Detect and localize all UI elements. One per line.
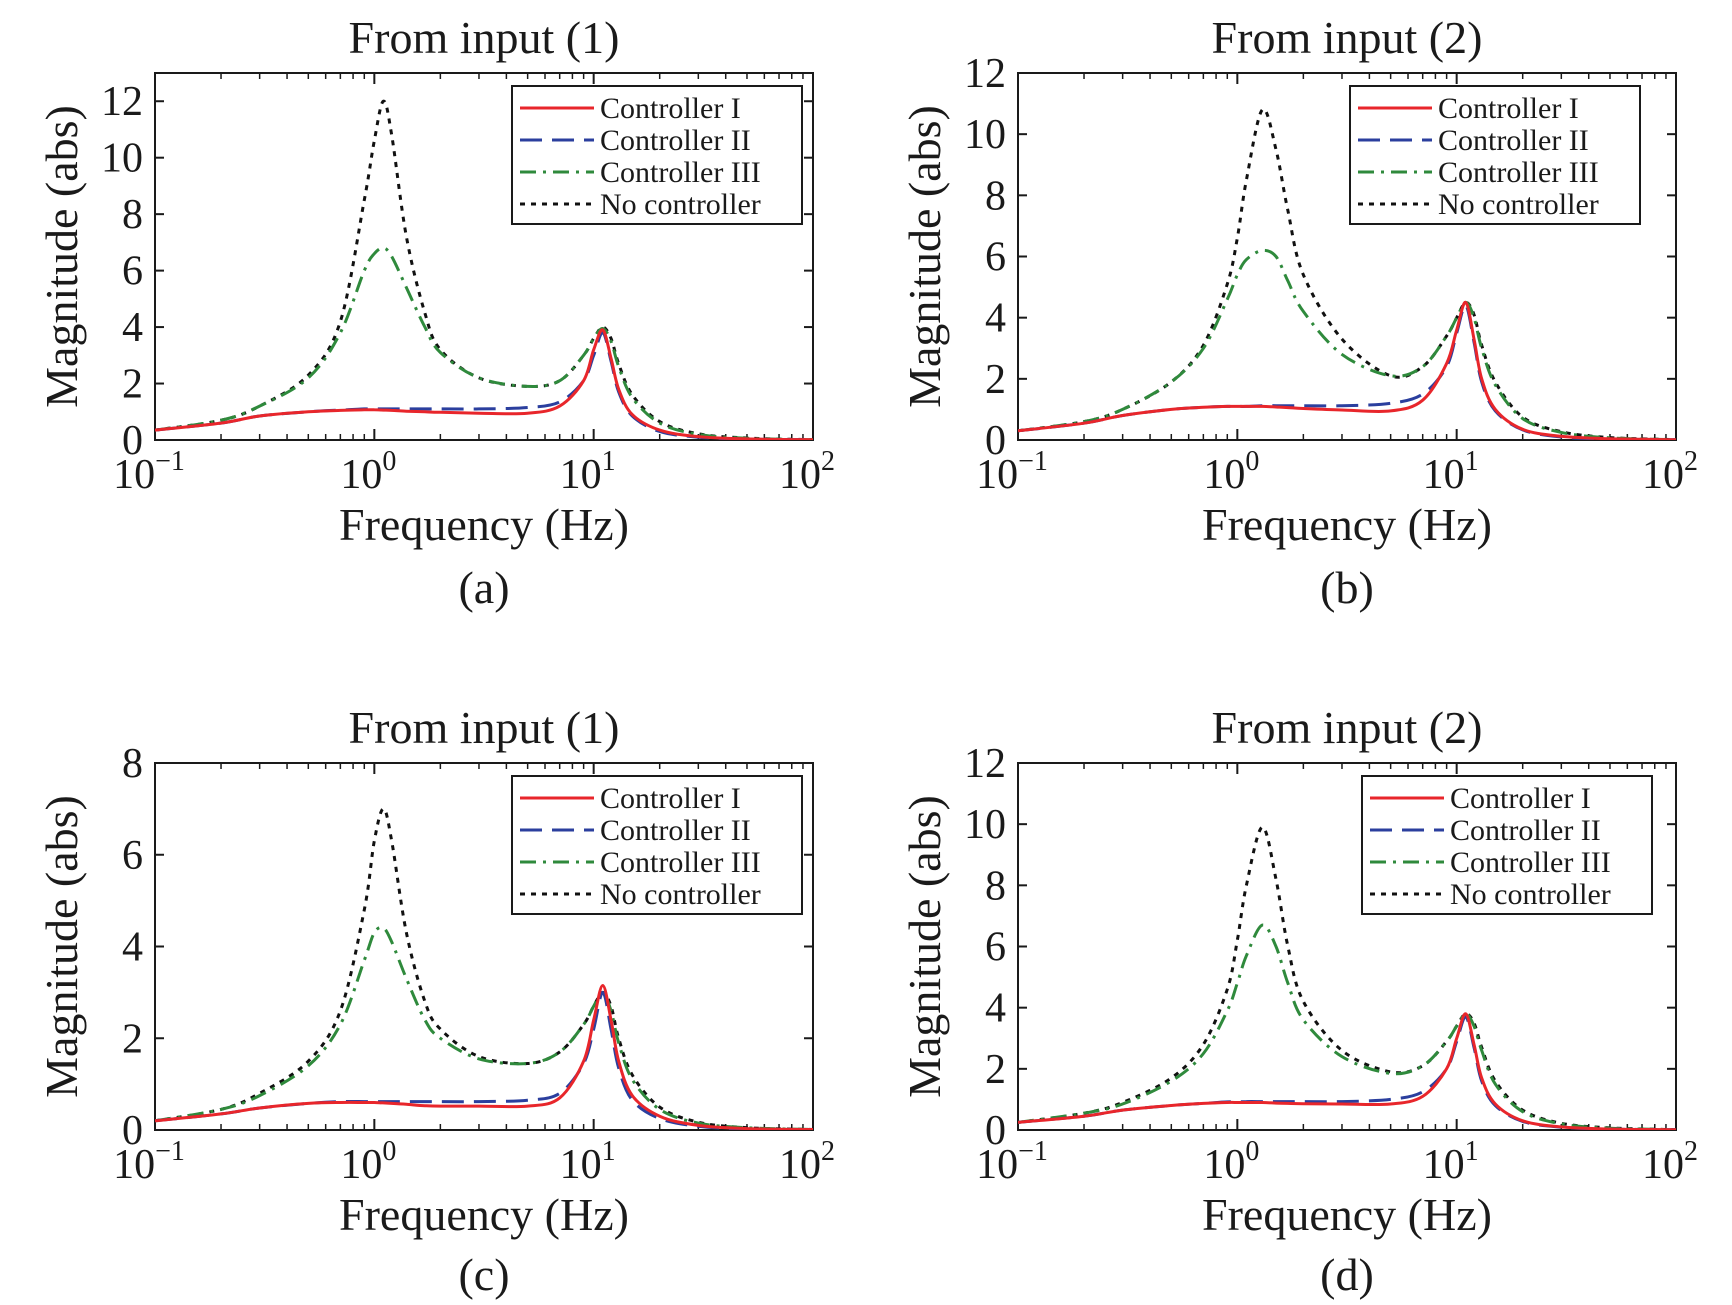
legend-entry: No controller [600, 188, 761, 221]
y-tick-label: 10 [964, 112, 1006, 158]
x-tick-label: 100 [1203, 1136, 1259, 1188]
legend-entry: No controller [600, 878, 761, 911]
y-tick-label: 12 [964, 741, 1006, 787]
chart-title: From input (1) [349, 702, 620, 753]
y-tick-label: 0 [122, 1108, 143, 1154]
y-axis-label: Magnitude (abs) [899, 795, 950, 1098]
x-tick-label: 101 [560, 1136, 616, 1188]
x-tick-label: 10−1 [976, 446, 1048, 498]
y-tick-label: 6 [122, 833, 143, 879]
x-tick-label: 102 [1642, 446, 1698, 498]
x-tick-label: 100 [1203, 446, 1259, 498]
legend-entry: Controller III [1450, 846, 1611, 879]
x-tick-label: 10−1 [113, 1136, 185, 1188]
y-tick-label: 4 [985, 986, 1006, 1032]
legend-entry: Controller II [1438, 124, 1589, 157]
chart-panel-a: From input (1) Frequency (Hz) Magnitude (a… [36, 12, 835, 613]
series-line-controller-iii [155, 246, 813, 440]
x-tick-label: 10−1 [976, 1136, 1048, 1188]
panel-label: (d) [1320, 1249, 1374, 1300]
chart-title: From input (1) [349, 12, 620, 63]
series-line-controller-ii [1018, 303, 1676, 440]
x-tick-label: 102 [1642, 1136, 1698, 1188]
y-axis-label: Magnitude (abs) [36, 105, 87, 408]
series-line-controller-ii [155, 331, 813, 440]
y-tick-label: 4 [985, 296, 1006, 342]
y-tick-label: 6 [985, 925, 1006, 971]
x-tick-label: 100 [340, 446, 396, 498]
series-line-no-controller [1018, 107, 1676, 440]
y-tick-label: 0 [985, 1108, 1006, 1154]
legend-entry: Controller II [1450, 814, 1601, 847]
series-line-controller-i [155, 983, 813, 1130]
legend-entry: No controller [1438, 188, 1599, 221]
legend-entry: Controller I [1438, 92, 1579, 125]
y-tick-label: 8 [985, 173, 1006, 219]
panel-label: (b) [1320, 562, 1374, 613]
legend-entry: Controller I [1450, 782, 1591, 815]
legend-box [1349, 85, 1641, 225]
series-line-controller-i [1018, 300, 1676, 440]
x-axis-label: Frequency (Hz) [1202, 499, 1492, 550]
chart-title: From input (2) [1212, 12, 1483, 63]
x-tick-label: 102 [779, 446, 835, 498]
legend-entry: Controller I [600, 92, 741, 125]
series-line-controller-i [1018, 1012, 1676, 1130]
series-line-controller-ii [1018, 1015, 1676, 1130]
y-tick-label: 2 [122, 362, 143, 408]
x-tick-label: 101 [1423, 446, 1479, 498]
x-tick-label: 102 [779, 1136, 835, 1188]
panel-label: (c) [458, 1249, 509, 1300]
x-tick-label: 100 [340, 1136, 396, 1188]
legend-entry: Controller II [600, 124, 751, 157]
series-line-controller-iii [155, 925, 813, 1130]
chart-panel-d: From input (2) Frequency (Hz) Magnitude (a… [899, 702, 1698, 1300]
legend-entry: Controller III [600, 846, 761, 879]
legend-entry: Controller III [600, 156, 761, 189]
x-axis-label: Frequency (Hz) [1202, 1189, 1492, 1240]
series-line-no-controller [155, 807, 813, 1130]
y-tick-label: 2 [122, 1016, 143, 1062]
x-axis-label: Frequency (Hz) [339, 1189, 629, 1240]
x-axis-label: Frequency (Hz) [339, 499, 629, 550]
series-line-controller-i [155, 328, 813, 440]
x-tick-label: 101 [1423, 1136, 1479, 1188]
chart-title: From input (2) [1212, 702, 1483, 753]
x-tick-label: 101 [560, 446, 616, 498]
y-tick-label: 2 [985, 1047, 1006, 1093]
y-tick-label: 8 [122, 192, 143, 238]
y-tick-label: 6 [985, 235, 1006, 281]
series-line-controller-ii [155, 990, 813, 1130]
y-axis-label: Magnitude (abs) [36, 795, 87, 1098]
y-tick-label: 0 [985, 418, 1006, 464]
series-line-controller-iii [1018, 248, 1676, 440]
y-tick-label: 10 [964, 802, 1006, 848]
chart-panel-c: From input (1) Frequency (Hz) Magnitude (a… [36, 702, 835, 1300]
x-tick-label: 10−1 [113, 446, 185, 498]
y-tick-label: 2 [985, 357, 1006, 403]
y-tick-label: 8 [985, 863, 1006, 909]
y-tick-label: 0 [122, 418, 143, 464]
y-axis-label: Magnitude (abs) [899, 105, 950, 408]
y-tick-label: 4 [122, 925, 143, 971]
y-tick-label: 10 [101, 136, 143, 182]
y-tick-label: 6 [122, 249, 143, 295]
panel-label: (a) [458, 562, 509, 613]
y-tick-label: 12 [101, 79, 143, 125]
y-tick-label: 12 [964, 51, 1006, 97]
legend-entry: No controller [1450, 878, 1611, 911]
y-tick-label: 8 [122, 741, 143, 787]
legend-entry: Controller III [1438, 156, 1599, 189]
chart-panel-b: From input (2) Frequency (Hz) Magnitude (a… [899, 12, 1698, 613]
legend-entry: Controller II [600, 814, 751, 847]
plot-area [154, 72, 814, 441]
series-line-controller-iii [1018, 923, 1676, 1130]
legend-entry: Controller I [600, 782, 741, 815]
y-tick-label: 4 [122, 305, 143, 351]
